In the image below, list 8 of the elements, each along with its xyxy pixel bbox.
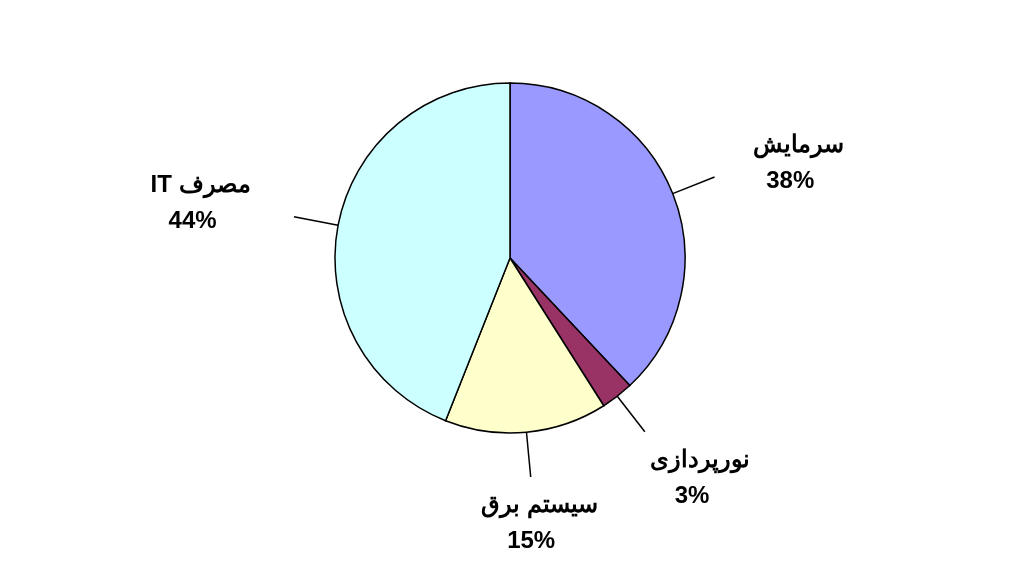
data-label: 3%	[674, 480, 710, 508]
slice-label: نورپردازی	[650, 444, 750, 474]
data-label: 38%	[766, 166, 815, 194]
data-label: 44%	[168, 205, 217, 233]
data-label: 15%	[507, 526, 556, 554]
slice-label: سیستم برق	[480, 490, 598, 520]
slice-label: مصرف IT	[150, 169, 251, 199]
slice-label: سرمایش	[752, 130, 844, 160]
